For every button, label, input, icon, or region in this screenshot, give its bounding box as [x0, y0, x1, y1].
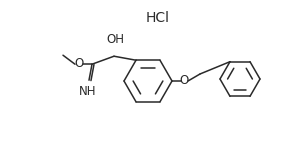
Text: NH: NH [79, 85, 97, 98]
Text: O: O [74, 57, 84, 70]
Text: OH: OH [106, 33, 124, 46]
Text: O: O [179, 73, 189, 86]
Text: HCl: HCl [146, 11, 170, 25]
